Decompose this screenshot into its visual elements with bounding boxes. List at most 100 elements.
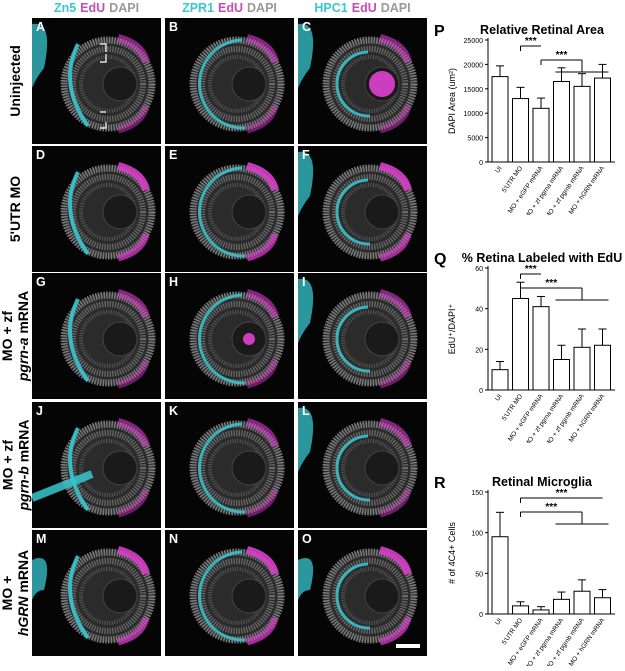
y-axis-label: # of 4C4+ Cells	[447, 522, 457, 584]
significance-label: ***	[545, 278, 557, 289]
bar	[491, 369, 509, 391]
significance-label: ***	[556, 50, 568, 61]
panel-letter: F	[302, 148, 310, 162]
bar	[553, 80, 570, 163]
column-header-zpr1: ZPR1 EdU DAPI	[165, 1, 294, 15]
micrograph-panel: H	[165, 273, 294, 399]
bar	[594, 344, 611, 391]
y-tick-label: 0	[479, 612, 483, 619]
panel-letter: E	[169, 148, 178, 162]
row-label-text: MO +	[0, 575, 15, 611]
header-stain-3: DAPI	[109, 1, 140, 15]
retina-micrograph	[60, 289, 156, 389]
row-label-line: MO +	[0, 550, 15, 636]
chart-panel-letter: R	[434, 475, 446, 492]
retina-micrograph	[298, 546, 418, 646]
panel-letter: N	[169, 532, 179, 546]
header-stain-2: EdU	[80, 1, 106, 15]
retina-micrograph	[298, 407, 418, 518]
y-tick-label: 50	[475, 571, 483, 578]
retina-micrograph	[32, 418, 156, 518]
bar	[573, 590, 591, 615]
row-label: 5'UTR MO	[0, 146, 30, 272]
chart-edu-labeled: Q % Retina Labeled with EdU EdU⁺/DAPI⁺ 0 20 4…	[430, 228, 625, 448]
chart-title: Relative Retinal Area	[480, 23, 605, 37]
row-label-text: MO + zf	[0, 310, 16, 362]
chart-panel-letter: Q	[434, 251, 446, 268]
bar	[573, 346, 591, 391]
x-tick-label: MO + hGRN mRNA	[568, 165, 607, 215]
y-tick-label: 0	[479, 160, 483, 167]
x-tick-label: UI	[494, 165, 504, 174]
micrograph-panel: E	[165, 146, 294, 272]
bar-chart-q: Q % Retina Labeled with EdU EdU⁺/DAPI⁺ 0 20 4…	[434, 251, 622, 448]
micrograph-panel: I	[298, 273, 427, 399]
y-axis-label: EdU⁺/DAPI⁺	[447, 303, 457, 354]
micrograph-panel: N	[165, 530, 294, 656]
retina-micrograph	[189, 34, 285, 134]
retina-micrograph	[32, 546, 156, 646]
y-tick-label: 15000	[464, 87, 484, 94]
micrograph-panel: C	[298, 18, 427, 144]
micrograph-panel: L	[298, 402, 427, 528]
micrograph-panel: K	[165, 402, 294, 528]
header-stain-3: DAPI	[247, 1, 277, 15]
row-label-text: pgrn-a	[15, 337, 32, 382]
header-stain-2: EdU	[351, 1, 377, 15]
micrograph-panel: F	[298, 146, 427, 272]
bar	[532, 306, 550, 391]
x-tick-label: MO + hGRN mRNA	[568, 617, 607, 666]
header-stain-1: HPC1	[314, 1, 348, 15]
panel-letter: C	[302, 20, 312, 34]
micrograph-panel: J	[32, 402, 161, 528]
y-tick-label: 20000	[464, 62, 484, 69]
retina-micrograph	[298, 23, 418, 134]
panel-letter: O	[302, 532, 312, 546]
panel-letter: K	[169, 404, 179, 418]
row-label-line: pgrn-b mRNA	[15, 420, 31, 511]
micrograph-panel: B	[165, 18, 294, 144]
row-label-line: hGRN mRNA	[15, 550, 31, 636]
row-label-line: 5'UTR MO	[7, 176, 23, 242]
x-tick-label: MO + hGRN mRNA	[568, 393, 607, 443]
row-label-text: mRNA	[15, 419, 31, 467]
bar	[553, 598, 570, 615]
row-label-line: pgrn-a mRNA	[15, 291, 31, 381]
panel-letter: B	[169, 20, 179, 34]
retina-micrograph	[189, 418, 285, 518]
y-tick-label: 25000	[464, 38, 484, 45]
header-stain-2: EdU	[218, 1, 244, 15]
row-label-text: pgrn-b	[15, 466, 31, 511]
chart-relative-retinal-area: P Relative Retinal Area DAPI Area (um²) 0 50…	[430, 0, 625, 220]
bar	[573, 85, 591, 163]
y-tick-label: 60	[475, 266, 483, 273]
micrograph-panel: D	[32, 146, 161, 272]
header-stain-3: DAPI	[380, 1, 411, 15]
chart-retinal-microglia: R Retinal Microglia # of 4C4+ Cells 0 50 100 1…	[430, 452, 625, 671]
micrograph-panel: G	[32, 273, 161, 399]
retina-micrograph	[298, 278, 418, 389]
panel-letter: L	[302, 404, 310, 418]
bar	[512, 98, 529, 163]
y-axis-label: DAPI Area (um²)	[447, 68, 457, 134]
row-label-line: MO + zf	[0, 291, 15, 381]
bar	[512, 298, 529, 391]
row-label-text: Uninjected	[7, 45, 24, 117]
row-label: MO + zf pgrn-a mRNA	[0, 273, 31, 399]
significance-label: ***	[525, 36, 537, 47]
retina-micrograph	[189, 289, 285, 389]
y-tick-label: 10000	[464, 111, 484, 118]
chart-title: Retinal Microglia	[492, 475, 593, 489]
bar-chart-p: P Relative Retinal Area DAPI Area (um²) 0 50…	[434, 23, 615, 220]
panel-letter: D	[36, 148, 46, 162]
panel-letter: A	[36, 20, 46, 34]
row-label-text: 5'UTR MO	[7, 175, 23, 243]
retina-micrograph	[189, 546, 285, 646]
column-header-zn5: Zn5 EdU DAPI	[32, 1, 161, 15]
significance-label: ***	[545, 502, 557, 513]
y-tick-label: 40	[475, 307, 483, 314]
scale-bar	[396, 644, 420, 648]
x-tick-label: UI	[494, 393, 504, 402]
panel-letter: G	[36, 275, 46, 289]
micrograph-panel: M	[32, 530, 161, 656]
